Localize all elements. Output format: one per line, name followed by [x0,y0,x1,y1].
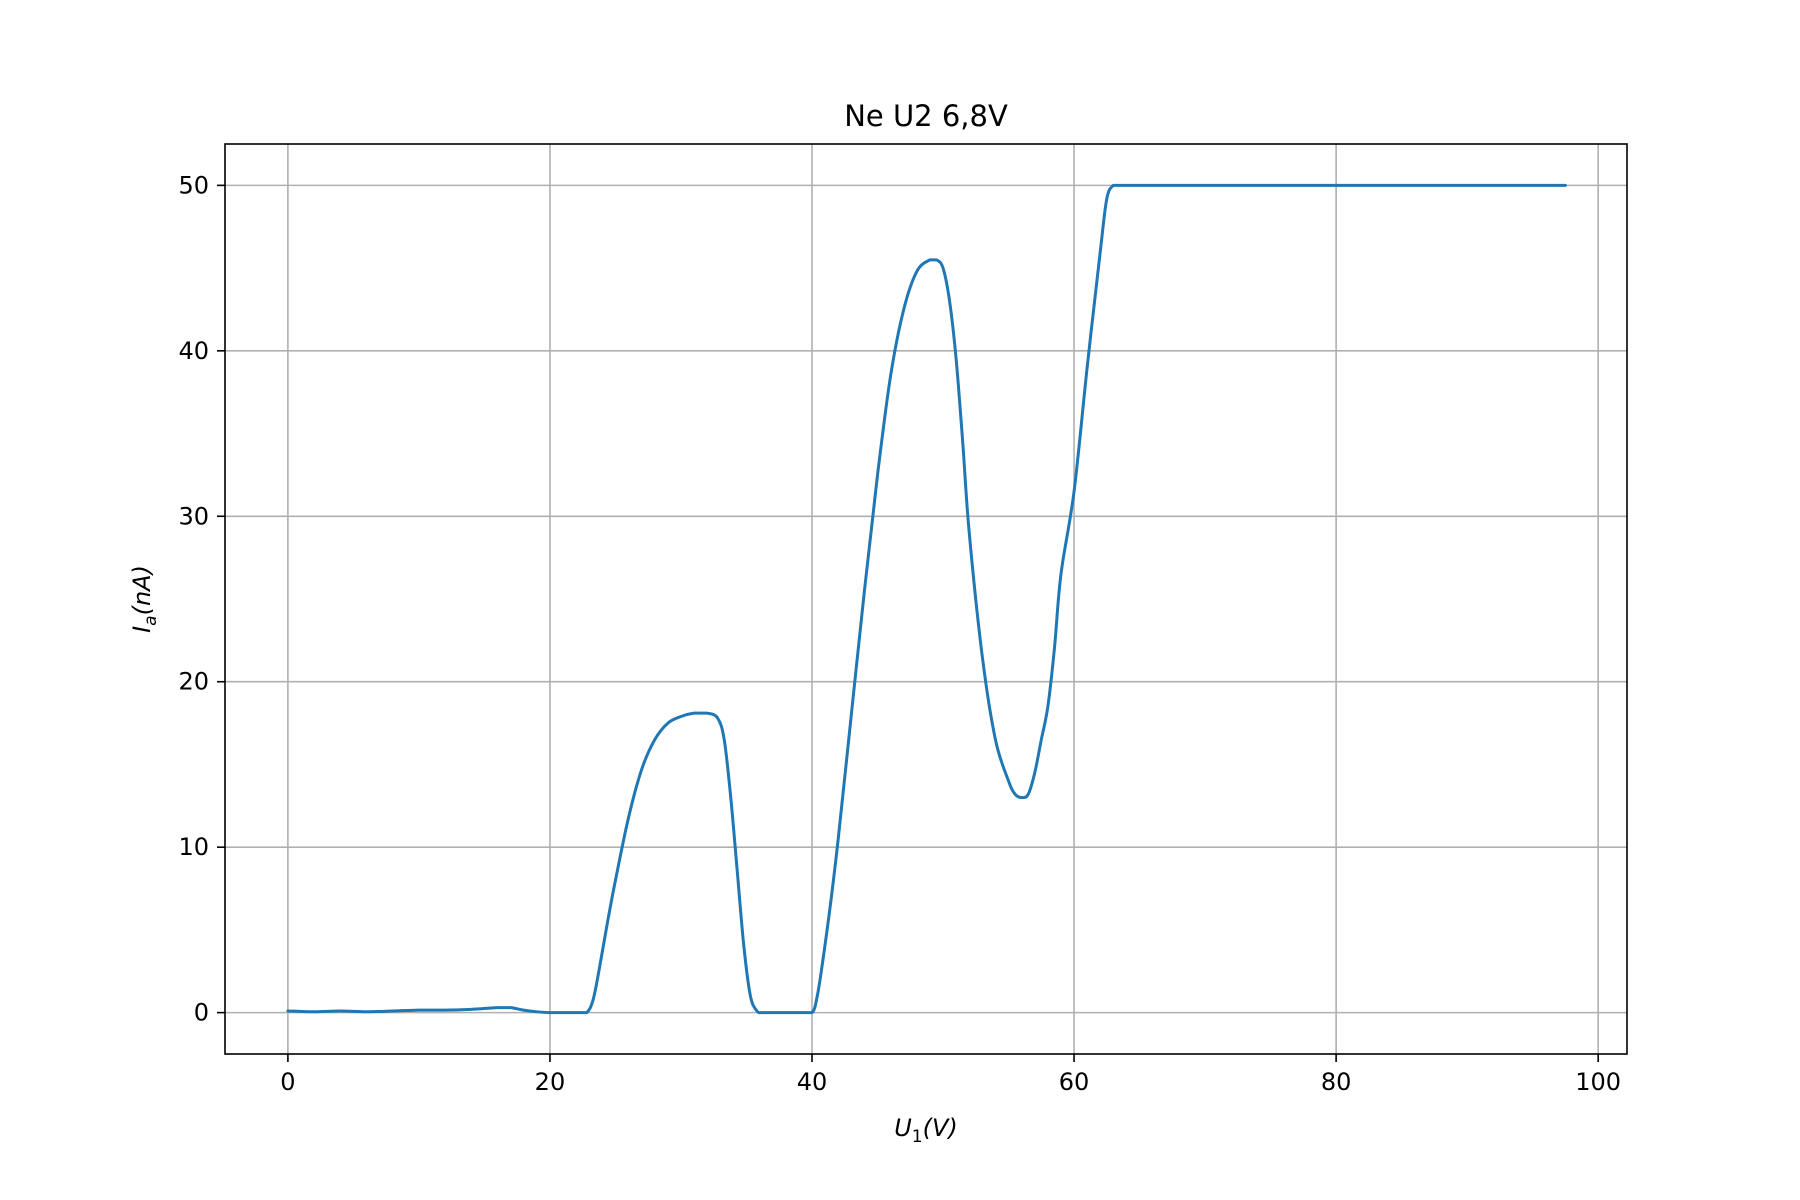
series-layer [286,183,1567,1015]
grid-lines [225,144,1627,1054]
y-axis-label: Ia(nA) [128,565,161,633]
y-axis-label-sub: a [141,615,161,625]
chart-title: Ne U2 6,8V [844,99,1008,133]
y-axis-label-unit: (nA) [128,565,156,615]
y-tick-label: 50 [178,171,209,199]
series-line-0 [286,183,1567,1015]
x-axis-label-main: U [894,1114,912,1142]
x-axis-label-sub: 1 [912,1127,923,1147]
x-axis-label-unit: (V) [923,1114,958,1142]
x-tick-label: 20 [535,1068,566,1096]
y-tick-label: 40 [178,337,209,365]
y-tick-label: 10 [178,833,209,861]
y-axis-label-main: I [128,626,156,633]
x-tick-label: 40 [797,1068,828,1096]
ticks: 0 20 40 60 80 100 0 10 20 30 40 50 [178,171,1621,1096]
y-tick-label: 20 [178,668,209,696]
x-axis-label: U1(V) [894,1114,958,1147]
x-tick-label: 60 [1059,1068,1090,1096]
y-tick-label: 30 [178,502,209,530]
plot-frame [224,143,1628,1055]
x-tick-label: 0 [280,1068,295,1096]
y-tick-label: 0 [194,999,209,1027]
x-tick-label: 80 [1321,1068,1352,1096]
x-tick-label: 100 [1575,1068,1621,1096]
